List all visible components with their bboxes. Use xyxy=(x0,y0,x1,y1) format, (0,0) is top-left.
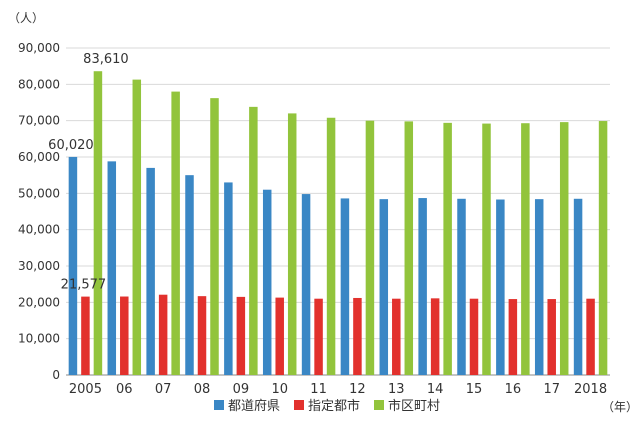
bar xyxy=(365,120,375,376)
bar xyxy=(275,297,284,375)
data-label: 60,020 xyxy=(48,138,94,153)
bar xyxy=(392,298,401,375)
bar xyxy=(132,79,142,376)
y-tick-label: 40,000 xyxy=(18,223,60,237)
x-tick-label: 11 xyxy=(310,382,327,397)
bar xyxy=(120,296,129,375)
bar xyxy=(262,189,272,375)
bar xyxy=(107,161,117,375)
x-tick-label: 15 xyxy=(466,382,483,397)
x-tick-label: 2005 xyxy=(69,382,102,397)
bar xyxy=(171,91,180,375)
x-axis-unit: （年） xyxy=(602,400,638,414)
bar xyxy=(443,122,452,375)
bars xyxy=(68,71,608,376)
y-tick-label: 10,000 xyxy=(18,332,60,346)
x-tick-label: 13 xyxy=(388,382,405,397)
bar xyxy=(197,296,207,375)
x-tick-label: 12 xyxy=(349,382,366,397)
y-tick-label: 20,000 xyxy=(18,295,60,309)
y-tick-label: 70,000 xyxy=(18,114,60,128)
bar xyxy=(158,294,168,375)
bar xyxy=(93,71,103,375)
bar xyxy=(559,122,569,376)
data-labels: 60,020 21,577 83,610 xyxy=(48,52,129,292)
x-tick-label: 14 xyxy=(427,382,444,397)
x-tick-label: 09 xyxy=(233,382,250,397)
x-tick-label: 10 xyxy=(271,382,288,397)
gridlines xyxy=(66,47,610,376)
bar xyxy=(301,194,311,375)
x-tick-label: 16 xyxy=(505,382,522,397)
data-label: 21,577 xyxy=(61,278,107,293)
bar xyxy=(185,175,194,375)
bar xyxy=(326,117,336,375)
bar xyxy=(586,298,595,375)
legend-swatch xyxy=(294,400,304,410)
bar xyxy=(469,298,479,375)
bar xyxy=(418,198,427,375)
bar xyxy=(404,121,414,375)
y-tick-label: 0 xyxy=(52,368,60,382)
bar xyxy=(430,298,440,375)
bar xyxy=(249,106,258,376)
legend-label: 市区町村 xyxy=(388,398,440,414)
bar xyxy=(496,199,505,375)
bar xyxy=(598,121,608,375)
y-axis-unit: （人） xyxy=(8,11,44,25)
bar xyxy=(236,296,246,375)
bar xyxy=(379,199,389,375)
bar xyxy=(508,299,518,375)
bar xyxy=(521,123,530,376)
bar xyxy=(547,299,556,375)
x-tick-label: 06 xyxy=(116,382,133,397)
bar xyxy=(146,167,155,375)
bar xyxy=(573,198,583,375)
bar xyxy=(68,156,78,375)
bar xyxy=(81,296,90,375)
y-tick-label: 90,000 xyxy=(18,41,60,55)
y-tick-label: 30,000 xyxy=(18,259,60,273)
legend: 都道府県 指定都市 市区町村 xyxy=(214,398,440,414)
x-axis-ticks: 2005 06 07 08 09 10 11 12 13 14 15 16 17 2018 xyxy=(69,382,607,397)
bar xyxy=(287,113,297,376)
bar xyxy=(457,198,466,375)
bar xyxy=(482,123,491,375)
y-axis-ticks: 0 10,000 20,000 30,000 40,000 50,000 60,000 70,… xyxy=(18,41,60,382)
y-tick-label: 80,000 xyxy=(18,77,60,91)
bar xyxy=(534,199,544,375)
x-tick-label: 08 xyxy=(194,382,211,397)
x-tick-label: 07 xyxy=(155,382,172,397)
y-tick-label: 60,000 xyxy=(18,150,60,164)
data-label: 83,610 xyxy=(83,52,129,67)
bar xyxy=(353,297,362,375)
legend-label: 指定都市 xyxy=(308,398,360,414)
legend-label: 都道府県 xyxy=(228,399,280,414)
y-tick-label: 50,000 xyxy=(18,186,60,200)
legend-swatch xyxy=(214,400,224,410)
bar xyxy=(224,182,233,375)
x-tick-label: 17 xyxy=(543,382,560,397)
bar xyxy=(340,198,350,375)
bar xyxy=(314,298,323,375)
bar xyxy=(210,98,219,375)
legend-swatch xyxy=(374,400,384,410)
x-tick-label: 2018 xyxy=(574,382,607,397)
